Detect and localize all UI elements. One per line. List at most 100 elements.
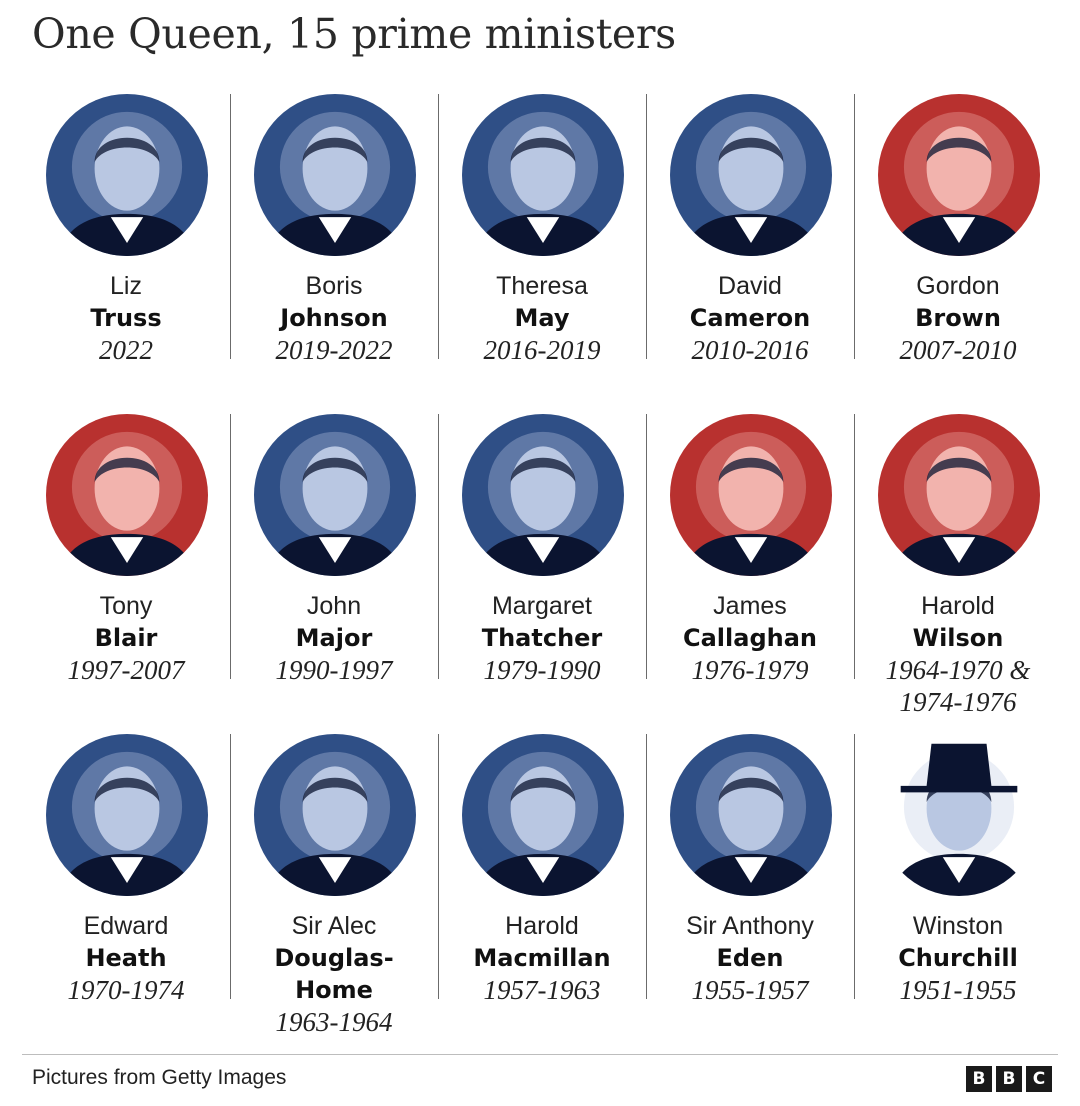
portrait-photo xyxy=(878,414,1040,576)
surname: Brown xyxy=(915,304,1001,332)
first-name: Edward xyxy=(83,912,169,940)
bbc-logo: B B C xyxy=(966,1066,1052,1092)
first-name: Harold xyxy=(505,912,579,940)
minister-name-block: Tony Blair 1997-2007 xyxy=(22,590,230,686)
first-name: James xyxy=(713,592,787,620)
bbc-logo-letter: B xyxy=(966,1066,992,1092)
term-years: 2019-2022 xyxy=(275,335,393,365)
term-years: 1979-1990 xyxy=(483,655,601,685)
term-years: 1976-1979 xyxy=(691,655,809,685)
minister-card: Sir Anthony Eden 1955-1957 xyxy=(646,730,854,1050)
portrait-photo xyxy=(670,734,832,896)
term-years: 1957-1963 xyxy=(483,975,601,1005)
minister-name-block: Margaret Thatcher 1979-1990 xyxy=(438,590,646,686)
first-name: David xyxy=(718,272,782,300)
surname: Wilson xyxy=(912,624,1004,652)
first-name: John xyxy=(306,592,362,620)
portrait-photo xyxy=(670,414,832,576)
minister-name-block: Winston Churchill 1951-1955 xyxy=(854,910,1062,1006)
first-name: Sir Alec xyxy=(291,912,377,940)
portrait-photo xyxy=(462,94,624,256)
minister-name-block: Harold Wilson 1964-1970 & 1974-1976 xyxy=(854,590,1062,718)
surname: Eden xyxy=(716,944,784,972)
minister-row: Liz Truss 2022 Boris Johnson 2019-2022 Theresa… xyxy=(22,90,1062,410)
first-name: Harold xyxy=(921,592,995,620)
bbc-logo-letter: C xyxy=(1026,1066,1052,1092)
portrait-photo xyxy=(878,94,1040,256)
minister-name-block: David Cameron 2010-2016 xyxy=(646,270,854,366)
term-years: 1990-1997 xyxy=(275,655,393,685)
minister-card: Harold Macmillan 1957-1963 xyxy=(438,730,646,1050)
portrait-photo xyxy=(46,414,208,576)
bbc-logo-letter: B xyxy=(996,1066,1022,1092)
first-name: Margaret xyxy=(491,592,593,620)
minister-name-block: Harold Macmillan 1957-1963 xyxy=(438,910,646,1006)
portrait-photo xyxy=(254,734,416,896)
term-years: 2016-2019 xyxy=(483,335,601,365)
minister-name-block: John Major 1990-1997 xyxy=(230,590,438,686)
term-years: 1964-1970 & xyxy=(885,655,1031,685)
prime-ministers-grid: Liz Truss 2022 Boris Johnson 2019-2022 Theresa… xyxy=(22,90,1062,1050)
surname: Johnson xyxy=(280,304,388,332)
minister-card: Liz Truss 2022 xyxy=(22,90,230,410)
minister-card: Gordon Brown 2007-2010 xyxy=(854,90,1062,410)
minister-card: Margaret Thatcher 1979-1990 xyxy=(438,410,646,730)
minister-card: Theresa May 2016-2019 xyxy=(438,90,646,410)
surname: May xyxy=(514,304,570,332)
surname: Blair xyxy=(94,624,158,652)
surname: Truss xyxy=(90,304,162,332)
photo-credit: Pictures from Getty Images xyxy=(32,1066,287,1089)
portrait-photo xyxy=(462,734,624,896)
minister-card: Boris Johnson 2019-2022 xyxy=(230,90,438,410)
term-years: 1974-1976 xyxy=(899,687,1017,717)
term-years: 1951-1955 xyxy=(899,975,1017,1005)
minister-card: David Cameron 2010-2016 xyxy=(646,90,854,410)
first-name: Tony xyxy=(99,592,153,620)
portrait-photo xyxy=(462,414,624,576)
minister-card: Winston Churchill 1951-1955 xyxy=(854,730,1062,1050)
term-years: 1997-2007 xyxy=(67,655,185,685)
minister-card: James Callaghan 1976-1979 xyxy=(646,410,854,730)
first-name: Winston xyxy=(912,912,1004,940)
footer-divider xyxy=(22,1054,1058,1055)
portrait-photo xyxy=(46,94,208,256)
first-name: Theresa xyxy=(496,272,588,300)
portrait-photo xyxy=(254,94,416,256)
portrait-photo xyxy=(46,734,208,896)
surname: Macmillan xyxy=(473,944,611,972)
term-years: 2007-2010 xyxy=(899,335,1017,365)
portrait-photo xyxy=(254,414,416,576)
term-years: 1970-1974 xyxy=(67,975,185,1005)
minister-card: Harold Wilson 1964-1970 & 1974-1976 xyxy=(854,410,1062,730)
term-years: 2022 xyxy=(99,335,153,365)
minister-row: Edward Heath 1970-1974 Sir Alec Douglas- Home… xyxy=(22,730,1062,1050)
first-name: Boris xyxy=(305,272,363,300)
first-name: Gordon xyxy=(916,272,1000,300)
minister-name-block: Sir Anthony Eden 1955-1957 xyxy=(646,910,854,1006)
first-name: Sir Anthony xyxy=(686,912,814,940)
surname: Callaghan xyxy=(682,624,817,652)
minister-name-block: Boris Johnson 2019-2022 xyxy=(230,270,438,366)
portrait-photo xyxy=(670,94,832,256)
surname: Major xyxy=(295,624,373,652)
minister-name-block: Gordon Brown 2007-2010 xyxy=(854,270,1062,366)
minister-name-block: James Callaghan 1976-1979 xyxy=(646,590,854,686)
surname: Churchill xyxy=(898,944,1018,972)
page-title: One Queen, 15 prime ministers xyxy=(32,10,676,58)
term-years: 1963-1964 xyxy=(275,1007,393,1037)
minister-name-block: Edward Heath 1970-1974 xyxy=(22,910,230,1006)
surname: Douglas- xyxy=(274,944,394,972)
minister-name-block: Liz Truss 2022 xyxy=(22,270,230,366)
surname: Heath xyxy=(85,944,167,972)
minister-name-block: Theresa May 2016-2019 xyxy=(438,270,646,366)
minister-card: Tony Blair 1997-2007 xyxy=(22,410,230,730)
first-name: Liz xyxy=(110,272,142,300)
portrait-photo xyxy=(878,734,1040,896)
surname: Cameron xyxy=(689,304,811,332)
minister-card: John Major 1990-1997 xyxy=(230,410,438,730)
minister-card: Sir Alec Douglas- Home 1963-1964 xyxy=(230,730,438,1050)
term-years: 1955-1957 xyxy=(691,975,809,1005)
term-years: 2010-2016 xyxy=(691,335,809,365)
minister-card: Edward Heath 1970-1974 xyxy=(22,730,230,1050)
surname: Thatcher xyxy=(481,624,603,652)
